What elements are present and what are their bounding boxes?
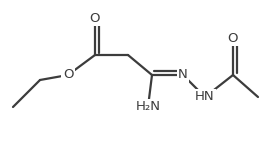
Text: O: O — [228, 32, 238, 45]
Text: N: N — [178, 69, 188, 81]
Text: H₂N: H₂N — [135, 100, 160, 114]
Text: O: O — [63, 69, 73, 81]
Text: O: O — [90, 12, 100, 24]
Text: HN: HN — [195, 90, 215, 104]
